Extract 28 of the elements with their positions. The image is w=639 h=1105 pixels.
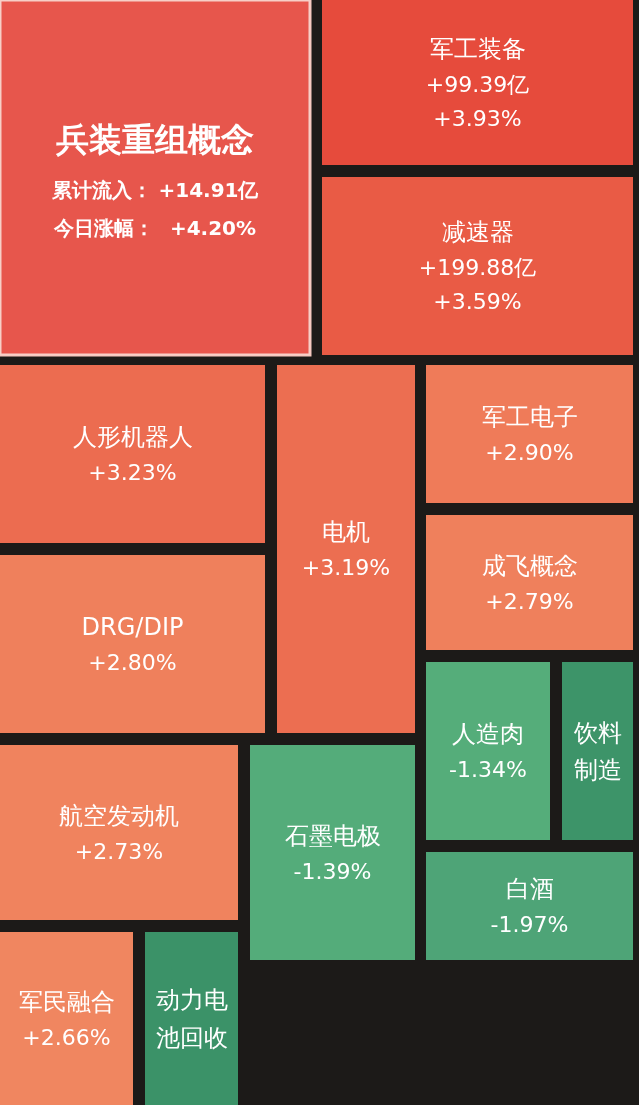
category-label: 动力电池回收 [155,986,228,1052]
data-label: +2.90% [485,440,574,466]
data-label: -1.34% [449,757,527,783]
category-label: 饮料制造 [572,718,622,784]
data-label: +199.88亿 +3.59% [418,255,537,315]
data-label: -1.39% [293,858,372,884]
data-label: +3.19% [301,555,391,581]
data-label: +4.20% [169,215,257,240]
category-label: 人造肉 [452,720,524,749]
category-label: 人形机器人 [72,423,193,452]
data-label: -1.97% [490,912,569,938]
data-label: +2.80% [88,650,177,676]
category-label: 军工装备 [429,34,526,63]
category-label: 军民融合 [18,987,115,1016]
category-label: DRG/DIP [81,613,184,642]
data-label: +99.39亿 +3.93% [425,71,530,131]
category-label: 减速器 [441,218,514,247]
data-label: +2.73% [74,838,164,864]
category-label: 石墨电极 [284,821,381,850]
category-label: 军工电子 [481,403,578,432]
category-label: 兵装重组概念 [55,120,254,160]
data-label: +2.79% [485,588,574,614]
category-label: 白酒 [505,875,554,904]
category-label: 航空发动机 [59,801,179,830]
data-label: +2.66% [22,1024,111,1050]
category-label: 成飞概念 [481,551,578,580]
category-label: 电机 [322,518,370,547]
data-label: +3.23% [88,460,177,486]
